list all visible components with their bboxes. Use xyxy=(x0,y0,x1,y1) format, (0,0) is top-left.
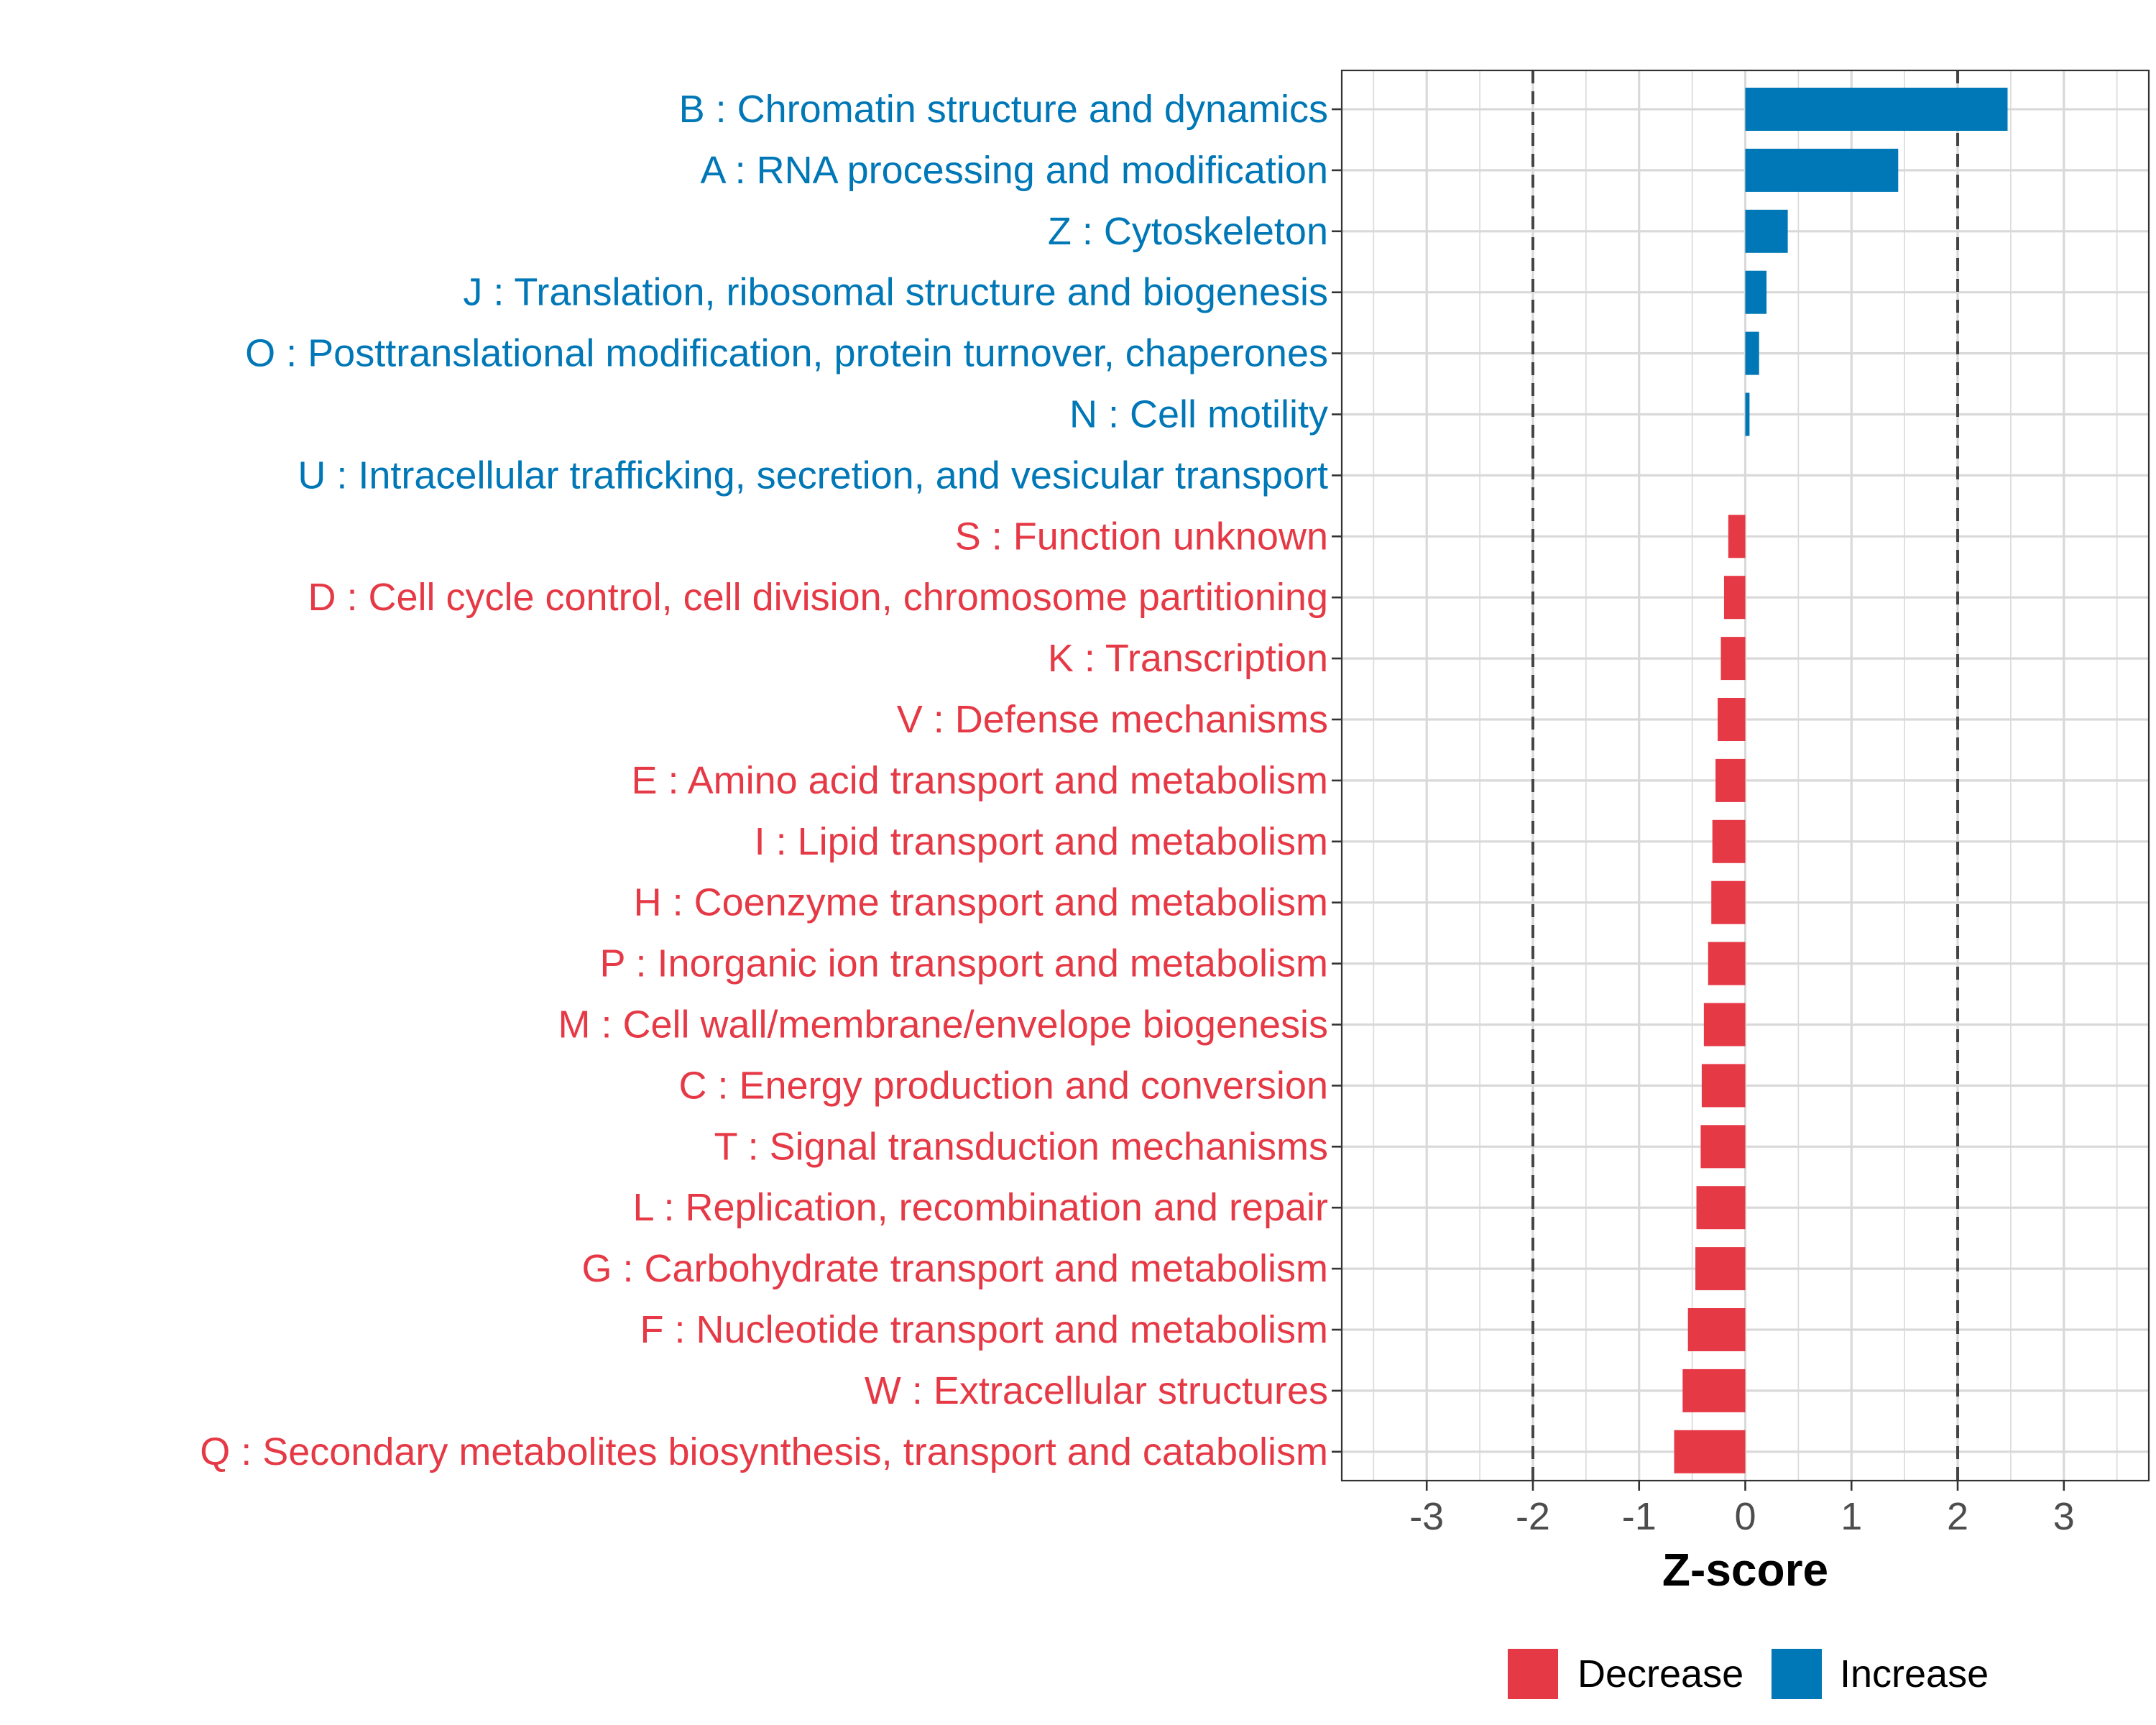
bar xyxy=(1745,148,1899,192)
category-label: O : Posttranslational modification, prot… xyxy=(245,332,1328,375)
category-label: L : Replication, recombination and repai… xyxy=(632,1186,1328,1229)
category-label: P : Inorganic ion transport and metaboli… xyxy=(599,942,1328,985)
bar xyxy=(1711,880,1746,924)
category-label: G : Carbohydrate transport and metabolis… xyxy=(582,1247,1329,1290)
category-label: J : Translation, ribosomal structure and… xyxy=(463,271,1328,314)
category-label: M : Cell wall/membrane/envelope biogenes… xyxy=(558,1003,1328,1046)
category-label: W : Extracellular structures xyxy=(865,1369,1328,1412)
bar xyxy=(1745,88,2008,131)
bar xyxy=(1708,942,1746,985)
bar xyxy=(1682,1368,1746,1412)
category-label: K : Transcription xyxy=(1048,637,1328,680)
category-label: U : Intracellular trafficking, secretion… xyxy=(298,454,1328,497)
bar xyxy=(1700,1125,1746,1169)
bars xyxy=(1674,88,2008,1473)
legend-label-decrease: Decrease xyxy=(1577,1652,1743,1696)
bar xyxy=(1720,637,1746,681)
category-label: B : Chromatin structure and dynamics xyxy=(679,88,1328,131)
bar xyxy=(1745,331,1759,375)
bar xyxy=(1701,1064,1746,1108)
bar xyxy=(1718,698,1746,741)
category-label: Z : Cytoskeleton xyxy=(1048,210,1328,253)
bar xyxy=(1703,1003,1746,1046)
threshold-lines xyxy=(1531,70,1960,1481)
y-axis-ticks xyxy=(1332,108,1342,1453)
bar xyxy=(1723,576,1746,620)
category-label: D : Cell cycle control, cell division, c… xyxy=(308,576,1328,619)
bar xyxy=(1745,270,1767,314)
bar xyxy=(1695,1247,1746,1291)
category-label: A : RNA processing and modification xyxy=(701,149,1328,192)
x-tick-label: 3 xyxy=(2053,1495,2075,1538)
legend-key-decrease xyxy=(1508,1649,1558,1699)
bar xyxy=(1696,1186,1746,1230)
plot-panel xyxy=(1340,69,2150,1482)
category-label: I : Lipid transport and metabolism xyxy=(755,820,1328,863)
x-tick-label: -2 xyxy=(1516,1495,1550,1538)
category-label: T : Signal transduction mechanisms xyxy=(714,1125,1328,1168)
category-labels: B : Chromatin structure and dynamics A : … xyxy=(200,88,1328,1473)
bar xyxy=(1745,392,1750,436)
x-tick-label: 0 xyxy=(1734,1495,1756,1538)
bar xyxy=(1674,1430,1746,1473)
legend-key-increase xyxy=(1772,1649,1822,1699)
category-label: H : Coenzyme transport and metabolism xyxy=(634,881,1328,924)
category-label: E : Amino acid transport and metabolism xyxy=(632,759,1328,802)
category-label: F : Nucleotide transport and metabolism xyxy=(640,1308,1328,1351)
x-tick-label: -1 xyxy=(1622,1495,1657,1538)
category-label: N : Cell motility xyxy=(1069,393,1328,436)
x-tick-label: -3 xyxy=(1409,1495,1444,1538)
bar xyxy=(1712,819,1746,863)
category-label: Q : Secondary metabolites biosynthesis, … xyxy=(200,1430,1328,1473)
x-axis-title: Z-score xyxy=(1662,1544,1828,1596)
bar xyxy=(1728,515,1746,558)
legend: Decrease Increase xyxy=(1508,1649,1989,1699)
x-tick-label: 1 xyxy=(1841,1495,1862,1538)
x-tick-label: 2 xyxy=(1947,1495,1968,1538)
category-label: V : Defense mechanisms xyxy=(897,698,1328,741)
category-label: C : Energy production and conversion xyxy=(678,1064,1328,1107)
bar xyxy=(1715,758,1746,802)
x-axis-ticks: -3 -2 -1 0 1 2 3 xyxy=(1409,1481,2075,1538)
bar xyxy=(1687,1308,1746,1351)
legend-label-increase: Increase xyxy=(1840,1652,1989,1696)
category-label: S : Function unknown xyxy=(955,515,1328,558)
bar xyxy=(1745,209,1788,253)
